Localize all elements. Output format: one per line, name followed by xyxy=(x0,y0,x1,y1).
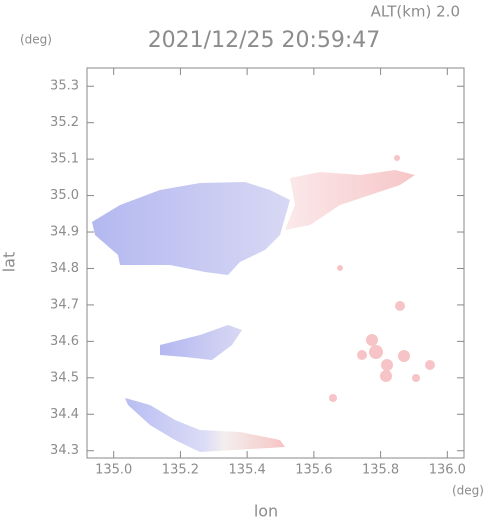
y-tick-label: 35.3 xyxy=(50,79,79,94)
y-tick-label: 34.7 xyxy=(50,297,79,312)
x-tick-label: 135.8 xyxy=(362,463,399,478)
x-unit: (deg) xyxy=(452,484,484,498)
echo-cells xyxy=(329,155,435,402)
y-tick-label: 34.4 xyxy=(50,407,79,422)
y-tick-label: 34.3 xyxy=(50,443,79,458)
y-unit: (deg) xyxy=(20,33,52,47)
altitude-label: ALT(km) 2.0 xyxy=(371,3,460,21)
y-tick-label: 35.1 xyxy=(50,152,79,167)
y-tick-label: 35.2 xyxy=(50,115,79,130)
x-tick-label: 136.0 xyxy=(429,463,466,478)
echo xyxy=(160,325,242,360)
plot-frame xyxy=(86,67,465,459)
x-tick-label: 135.4 xyxy=(229,463,266,478)
x-tick-label: 135.0 xyxy=(95,463,132,478)
y-tick-label: 34.9 xyxy=(50,225,79,240)
echo xyxy=(125,398,285,452)
y-tick-label: 34.8 xyxy=(50,261,79,276)
y-tick-label: 35.0 xyxy=(50,188,79,203)
y-axis-label: lat xyxy=(0,252,19,273)
echo xyxy=(92,182,290,275)
x-tick-label: 135.6 xyxy=(295,463,332,478)
chart-title: 2021/12/25 20:59:47 xyxy=(148,28,381,53)
y-tick-label: 34.6 xyxy=(50,334,79,349)
echoes xyxy=(92,155,435,452)
y-tick-label: 34.5 xyxy=(50,370,79,385)
echo xyxy=(285,170,415,230)
x-tick-label: 135.2 xyxy=(162,463,199,478)
x-axis-label: lon xyxy=(254,502,278,521)
